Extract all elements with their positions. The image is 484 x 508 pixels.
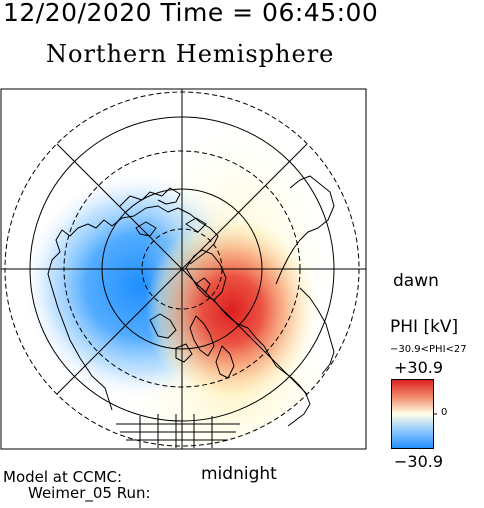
colorbar-quantity: PHI [kV] — [390, 317, 459, 337]
coast-siberia — [275, 175, 335, 285]
model-line-2: Weimer_05 Run: — [28, 484, 151, 502]
coast-greenland — [185, 249, 227, 301]
coast-eastern-asia — [299, 287, 335, 375]
meridian-lines — [1, 89, 366, 449]
coast-scandinavia — [189, 315, 235, 379]
coast-eurasia — [213, 299, 311, 427]
datetime-title: 12/20/2020 Time = 06:45:00 — [3, 0, 379, 27]
coast-svalbard — [195, 277, 211, 293]
coast-north-america — [47, 205, 219, 411]
colorbar-range-text: −30.9<PHI<27 — [390, 344, 467, 355]
grid-boxes-bottom — [116, 414, 240, 448]
colorbar — [391, 379, 437, 449]
model-line-1: Model at CCMC: — [3, 468, 123, 486]
colorbar-min-label: −30.9 — [394, 452, 444, 471]
colorbar-gradient — [391, 379, 434, 449]
midnight-label: midnight — [201, 464, 277, 484]
coastlines — [47, 175, 335, 427]
coast-europe-islands — [149, 313, 193, 363]
colorbar-max-label: +30.9 — [394, 358, 444, 377]
dawn-label: dawn — [393, 271, 439, 291]
polar-potential-map — [0, 88, 367, 450]
coast-canada-archipelago — [119, 187, 207, 237]
colorbar-zero-label: 0 — [441, 407, 448, 418]
hemisphere-title: Northern Hemisphere — [46, 40, 335, 68]
